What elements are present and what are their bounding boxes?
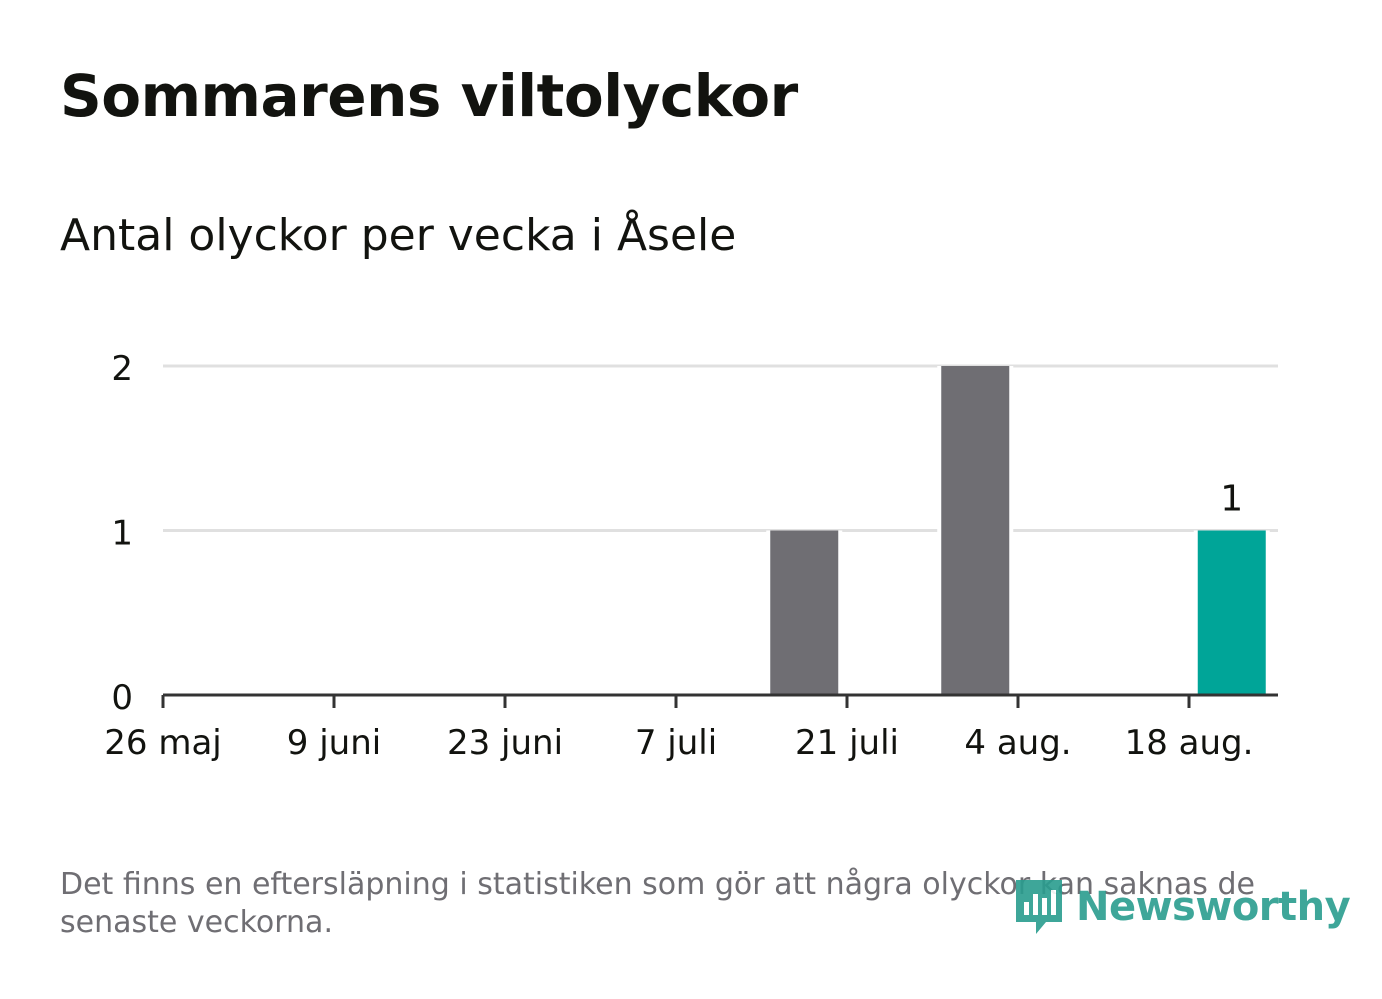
labels: 0 1 2 1 26 maj 9 juni 23 juni 7 juli 21 juli 4 au… [104, 349, 1253, 763]
y-tick-label: 1 [111, 514, 133, 554]
logo-text: Newsworthy [1076, 884, 1351, 930]
x-tick-label: 7 juli [635, 723, 717, 763]
chart-title: Sommarens viltolyckor [60, 62, 798, 130]
x-tick-label: 26 maj [104, 723, 221, 763]
bars [766, 366, 1270, 695]
x-axis [161, 693, 1278, 708]
chart-subtitle: Antal olyckor per vecka i Åsele [60, 210, 737, 261]
bar [770, 530, 839, 695]
x-tick-label: 4 aug. [964, 723, 1071, 763]
y-tick-label: 2 [111, 349, 133, 389]
x-tick-label: 9 juni [287, 723, 381, 763]
bar [941, 366, 1010, 695]
grid-lines [163, 364, 1278, 532]
newsworthy-logo: Newsworthy [1012, 876, 1351, 938]
y-tick-label: 0 [111, 678, 133, 718]
x-tick-label: 21 juli [795, 723, 899, 763]
x-tick-label: 23 juni [447, 723, 563, 763]
bar-chart-icon [1016, 880, 1062, 934]
data-label: 1 [1220, 479, 1243, 520]
x-tick-label: 18 aug. [1125, 723, 1254, 763]
bar-highlight [1197, 530, 1266, 695]
